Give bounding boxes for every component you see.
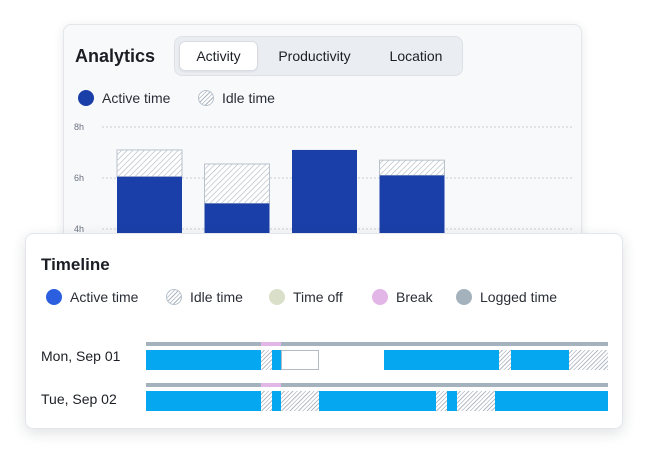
- legend-item-active-time: Active time: [46, 289, 138, 305]
- bar-idle-time[interactable]: [116, 149, 183, 178]
- timeline-segment-active[interactable]: [319, 391, 436, 411]
- logged-time-swatch-icon: [456, 289, 472, 305]
- legend-label: Time off: [293, 289, 343, 305]
- timeline-card: Timeline Active time Idle time Time off …: [25, 233, 623, 429]
- timeline-segment-empty[interactable]: [281, 350, 320, 370]
- legend-label: Idle time: [222, 90, 275, 106]
- timeline-title: Timeline: [41, 255, 110, 274]
- legend-item-active-time: Active time: [78, 90, 170, 106]
- bar-idle-time[interactable]: [379, 159, 445, 176]
- analytics-tabs: Activity Productivity Location: [174, 36, 463, 76]
- legend-item-idle-time: Idle time: [166, 289, 243, 305]
- timeline-segment-active[interactable]: [146, 350, 261, 370]
- legend-label: Active time: [102, 90, 171, 106]
- idle-time-swatch-icon: [166, 289, 182, 305]
- break-marker: [260, 383, 282, 387]
- timeline-segment-idle[interactable]: [260, 391, 272, 411]
- timeline-segment-idle[interactable]: [568, 350, 608, 370]
- timeline-segment-active[interactable]: [383, 350, 500, 370]
- break-marker: [260, 342, 282, 346]
- timeline-row-label: Mon, Sep 01: [41, 348, 121, 364]
- active-time-swatch-icon: [78, 90, 94, 106]
- legend-label: Idle time: [190, 289, 243, 305]
- timeline-segment-active[interactable]: [271, 391, 282, 411]
- logged-time-line: [146, 342, 608, 346]
- timeline-segment-active[interactable]: [271, 350, 282, 370]
- timeline-segment-active[interactable]: [447, 391, 457, 411]
- active-time-swatch-icon: [46, 289, 62, 305]
- logged-time-line: [146, 383, 608, 387]
- analytics-card: Analytics Activity Productivity Location…: [63, 24, 582, 256]
- y-tick-label: 6h: [74, 173, 84, 183]
- timeline-track[interactable]: [146, 383, 608, 411]
- tab-location[interactable]: Location: [389, 48, 443, 64]
- analytics-title: Analytics: [75, 46, 156, 66]
- legend-item-break: Break: [372, 289, 433, 305]
- y-tick-label: 4h: [74, 224, 84, 234]
- y-tick-label: 8h: [74, 122, 84, 132]
- timeline-track[interactable]: [146, 342, 608, 370]
- timeline-segment-active[interactable]: [510, 350, 569, 370]
- legend-label: Break: [396, 289, 433, 305]
- time-off-swatch-icon: [269, 289, 285, 305]
- legend-label: Active time: [70, 289, 139, 305]
- timeline-segment-active[interactable]: [494, 391, 608, 411]
- timeline-row-label: Tue, Sep 02: [41, 391, 117, 407]
- tab-productivity[interactable]: Productivity: [278, 48, 351, 64]
- legend-label: Logged time: [480, 289, 558, 305]
- timeline-segment-idle[interactable]: [456, 391, 495, 411]
- legend-item-idle-time: Idle time: [198, 90, 275, 106]
- timeline-segment-idle[interactable]: [499, 350, 511, 370]
- legend-item-time-off: Time off: [269, 289, 343, 305]
- bar-idle-time[interactable]: [204, 163, 270, 204]
- timeline-segment-idle[interactable]: [281, 391, 320, 411]
- break-swatch-icon: [372, 289, 388, 305]
- idle-time-swatch-icon: [198, 90, 214, 106]
- tab-activity[interactable]: Activity: [179, 41, 258, 71]
- legend-item-logged-time: Logged time: [456, 289, 557, 305]
- timeline-segment-idle[interactable]: [435, 391, 448, 411]
- timeline-segment-active[interactable]: [146, 391, 261, 411]
- timeline-segment-idle[interactable]: [260, 350, 272, 370]
